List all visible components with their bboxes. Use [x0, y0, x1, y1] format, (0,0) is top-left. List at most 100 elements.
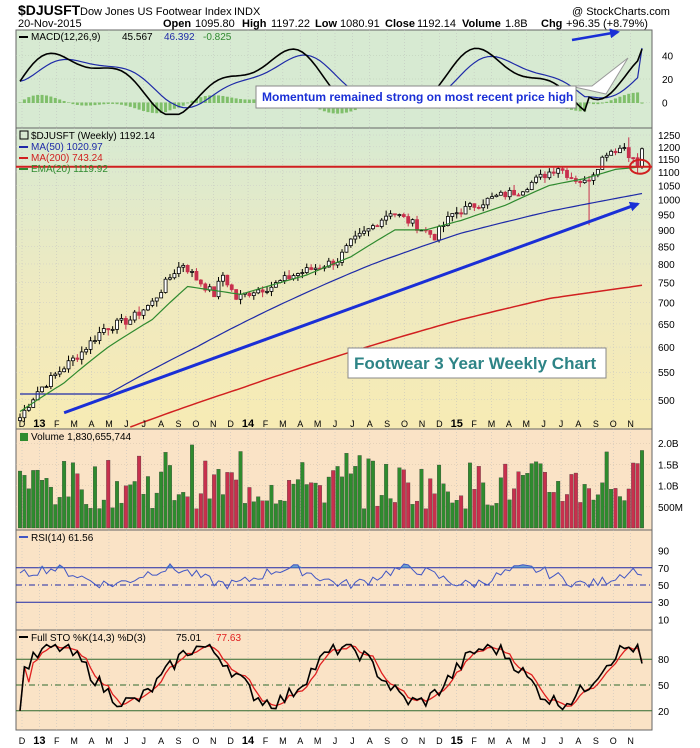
x-tick-label: F [471, 419, 477, 429]
volume-bar [93, 466, 97, 529]
volume-bar [198, 493, 203, 529]
price-bar [146, 304, 150, 312]
price-bar [110, 326, 115, 334]
price-y-tick: 1200 [658, 143, 681, 154]
price-bar [225, 274, 230, 288]
x-tick-label: O [401, 419, 408, 429]
volume-bar [176, 494, 181, 529]
macd-legend-hist: -0.825 [203, 32, 232, 43]
rsi-y-tick: 30 [658, 598, 670, 609]
volume-bar [273, 503, 278, 529]
macd-histogram-bar [194, 98, 198, 103]
x-tick-label: A [575, 419, 581, 429]
x-tick-label: S [384, 736, 390, 746]
price-bar [428, 230, 433, 238]
volume-y-tick: 1.0B [658, 482, 679, 493]
price-bar [97, 326, 102, 345]
x-tick-label: N [419, 419, 426, 429]
x-tick-label: O [610, 736, 617, 746]
macd-histogram-bar [80, 102, 84, 106]
macd-histogram-bar [128, 102, 132, 107]
volume-bar [578, 502, 583, 529]
volume-bar [190, 444, 194, 529]
volume-bar [181, 492, 186, 529]
volume-bar [353, 466, 358, 529]
price-bar [194, 268, 199, 281]
price-bar [384, 210, 389, 225]
price-bar [485, 197, 490, 209]
volume-bar [128, 484, 133, 529]
volume-bar [582, 484, 587, 529]
price-bar [132, 310, 137, 323]
macd-histogram-bar [53, 97, 57, 103]
macd-histogram-bar [252, 99, 256, 103]
x-tick-label: N [210, 736, 217, 746]
price-y-tick: 900 [658, 226, 675, 237]
price-y-tick: 1000 [658, 196, 681, 207]
price-bar [256, 287, 261, 295]
volume-bar [498, 477, 503, 529]
macd-histogram-bar [600, 102, 604, 104]
price-bar [66, 355, 71, 373]
volume-bar [313, 482, 318, 529]
chart-index-name: Dow Jones US Footwear Index [80, 6, 232, 18]
rsi-y-tick: 50 [658, 581, 670, 592]
volume-bar [207, 498, 212, 529]
volume-bar [44, 478, 49, 529]
macd-histogram-bar [115, 102, 119, 105]
volume-bar [194, 508, 199, 529]
macd-histogram-bar [142, 102, 146, 111]
high-label: High [242, 18, 267, 30]
macd-histogram-bar [137, 102, 141, 110]
volume-bar [362, 508, 367, 529]
macd-histogram-bar [225, 96, 229, 103]
price-bar [388, 210, 393, 220]
price-bar [40, 386, 44, 393]
price-bar [172, 269, 177, 280]
x-tick-label: J [333, 419, 338, 429]
macd-histogram-bar [93, 102, 97, 106]
volume-bar [159, 471, 164, 529]
volume-bar [238, 451, 243, 529]
price-y-tick: 600 [658, 343, 675, 354]
price-bar [591, 172, 596, 185]
macd-y-tick: 0 [662, 99, 668, 110]
volume-bar [370, 460, 375, 529]
price-bar [640, 147, 644, 169]
x-tick-label: N [627, 419, 634, 429]
price-bar [578, 180, 583, 188]
price-bar [48, 372, 53, 390]
volume-bar [212, 474, 217, 529]
ma200-line [130, 284, 643, 428]
volume-bar [463, 508, 468, 529]
volume-bar [137, 455, 142, 529]
volume-bar [516, 471, 521, 529]
price-bar [613, 148, 618, 156]
volume-bar [106, 460, 111, 529]
macd-histogram-bar [146, 102, 150, 113]
volume-bar [604, 451, 609, 529]
price-bar [556, 167, 561, 178]
volume-bar [419, 468, 424, 529]
volume-bar [494, 503, 499, 529]
volume-bar [278, 500, 283, 529]
ema20-line [19, 166, 643, 413]
price-bar [622, 143, 627, 151]
price-bar [251, 291, 256, 300]
volume-bar [84, 504, 89, 529]
macd-histogram-bar [622, 95, 626, 103]
volume-bar [145, 476, 150, 529]
macd-histogram-bar [164, 102, 168, 113]
volume-bar [35, 469, 40, 529]
price-bar [53, 371, 58, 379]
price-bar [481, 199, 486, 212]
sto-layer [16, 642, 652, 712]
x-tick-label: A [506, 736, 512, 746]
x-tick-label: S [384, 419, 390, 429]
price-bar [198, 279, 203, 287]
price-y-tick: 1250 [658, 131, 681, 142]
x-tick-label: 13 [33, 735, 45, 747]
macd-histogram-bar [67, 102, 71, 103]
price-bar [450, 213, 455, 222]
x-tick-label: A [297, 419, 303, 429]
